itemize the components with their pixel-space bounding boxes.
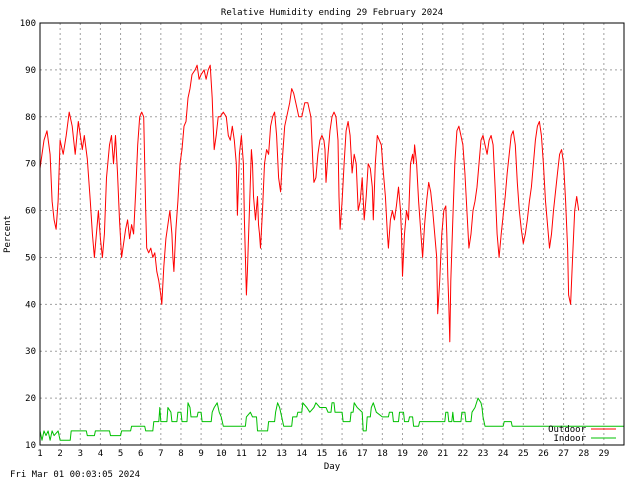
x-tick-label: 3 [78, 449, 83, 459]
y-axis-label: Percent [3, 215, 13, 253]
x-tick-label: 10 [216, 449, 227, 459]
x-axis-tick-labels: 1 2 3 4 5 6 7 8 9 10 11 12 13 14 15 16 17 18 19 20 21 22 23 24 2… [37, 449, 609, 459]
y-tick-label: 30 [25, 347, 36, 357]
x-tick-label: 24 [498, 449, 509, 459]
x-tick-label: 29 [598, 449, 609, 459]
y-axis-tick-labels: 10 20 30 40 50 60 70 80 90 100 [20, 19, 36, 451]
x-tick-label: 22 [457, 449, 468, 459]
legend: Outdoor Indoor [548, 425, 616, 444]
x-tick-label: 14 [296, 449, 307, 459]
x-tick-label: 25 [518, 449, 529, 459]
x-tick-label: 8 [178, 449, 183, 459]
x-tick-label: 6 [138, 449, 143, 459]
footer-timestamp: Fri Mar 01 00:03:05 2024 [10, 470, 140, 480]
x-tick-label: 18 [377, 449, 388, 459]
x-tick-label: 27 [558, 449, 569, 459]
series-line-indoor [39, 397, 624, 441]
x-tick-label: 28 [578, 449, 589, 459]
x-tick-label: 13 [276, 449, 287, 459]
x-tick-label: 20 [417, 449, 428, 459]
x-tick-label: 19 [397, 449, 408, 459]
x-tick-label: 7 [158, 449, 163, 459]
x-tick-label: 26 [538, 449, 549, 459]
x-tick-label: 4 [98, 449, 103, 459]
x-tick-label: 5 [118, 449, 123, 459]
y-tick-label: 40 [25, 300, 36, 310]
x-tick-label: 9 [198, 449, 203, 459]
x-tick-label: 23 [478, 449, 489, 459]
x-axis-label: Day [324, 462, 341, 472]
x-tick-label: 1 [37, 449, 42, 459]
x-tick-label: 17 [357, 449, 368, 459]
legend-label-outdoor: Outdoor [548, 425, 587, 435]
series-line-outdoor [39, 64, 580, 343]
series-lines [39, 64, 624, 441]
y-tick-label: 100 [20, 19, 36, 29]
y-tick-label: 50 [25, 253, 36, 263]
x-tick-label: 2 [57, 449, 62, 459]
x-tick-label: 16 [337, 449, 348, 459]
x-tick-label: 21 [437, 449, 448, 459]
plot-frame [39, 22, 625, 446]
legend-label-indoor: Indoor [553, 434, 586, 444]
y-tick-label: 10 [25, 441, 36, 451]
chart-title: Relative Humidity ending 29 February 202… [221, 8, 443, 18]
y-tick-label: 20 [25, 394, 36, 404]
y-tick-label: 60 [25, 207, 36, 217]
y-tick-label: 90 [25, 66, 36, 76]
x-tick-label: 15 [317, 449, 328, 459]
x-tick-label: 12 [256, 449, 267, 459]
x-tick-label: 11 [236, 449, 247, 459]
y-tick-label: 80 [25, 113, 36, 123]
grid-lines [40, 23, 624, 445]
y-tick-label: 70 [25, 160, 36, 170]
